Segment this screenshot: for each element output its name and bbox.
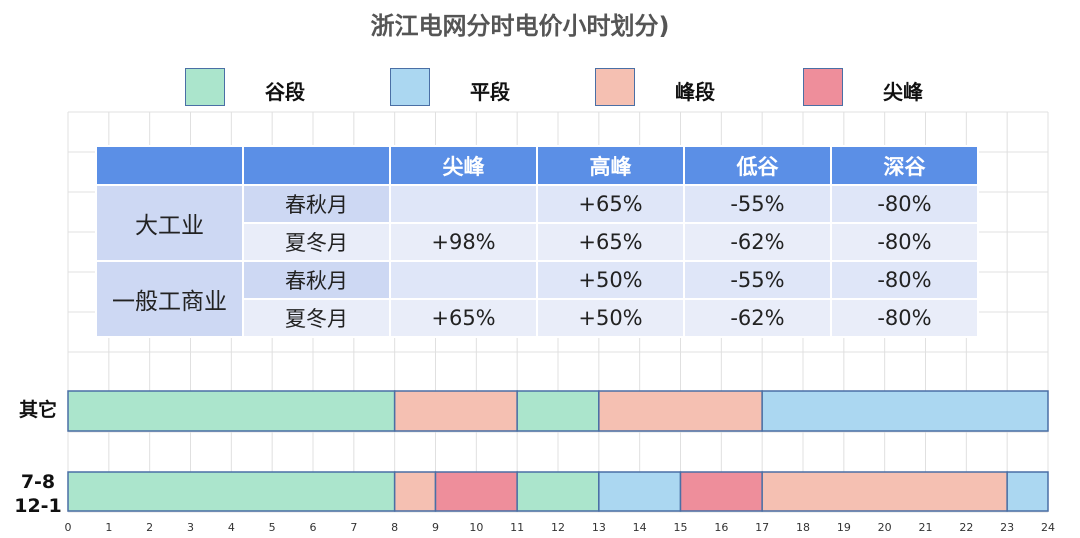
season-cell: 夏冬月 [242, 222, 391, 262]
timeline-segment-sharp [434, 471, 518, 512]
value-cell: -80% [830, 222, 979, 262]
x-tick-label: 16 [714, 521, 728, 534]
x-tick-label: 4 [228, 521, 235, 534]
value-cell: -55% [683, 184, 832, 224]
timeline-segment-flat [598, 471, 682, 512]
value-cell [389, 184, 538, 224]
category-cell: 一般工商业 [95, 260, 244, 338]
legend-label-peak: 峰段 [675, 80, 715, 104]
table-row: 夏冬月 +65% +50% -62% -80% [96, 298, 979, 338]
rate-table: 尖峰 高峰 低谷 深谷 大工业 春秋月 +65% -55% -80% 夏冬月 +… [95, 145, 979, 338]
season-cell: 春秋月 [242, 260, 391, 300]
x-tick-label: 11 [510, 521, 524, 534]
value-cell: -62% [683, 222, 832, 262]
x-tick-label: 22 [959, 521, 973, 534]
x-tick-label: 19 [837, 521, 851, 534]
table-row: 一般工商业 春秋月 +50% -55% -80% [95, 260, 979, 338]
table-header-sharp: 尖峰 [389, 145, 538, 186]
value-cell: -55% [683, 260, 832, 300]
value-cell: -80% [830, 260, 979, 300]
x-tick-label: 23 [1000, 521, 1014, 534]
value-cell: +65% [536, 222, 685, 262]
ticks-layer: 0 1 2 3 4 5 6 7 8 9 10 11 12 13 14 15 16 17 18 19 20 21 22 23 24 [65, 521, 1056, 534]
timeline-segment-sharp [679, 471, 763, 512]
x-tick-label: 2 [146, 521, 153, 534]
table-row: 夏冬月 +98% +65% -62% -80% [96, 222, 979, 262]
category-cell: 大工业 [95, 184, 244, 262]
timeline-segment-peak [761, 471, 1008, 512]
row-label-other: 其它 [18, 399, 57, 421]
season-cell: 春秋月 [242, 184, 391, 224]
timeline-segment-valley [67, 390, 396, 432]
legend-swatch-valley [185, 68, 225, 106]
table-header-deep: 深谷 [830, 145, 979, 186]
x-tick-label: 12 [551, 521, 565, 534]
x-tick-label: 0 [65, 521, 72, 534]
x-tick-label: 13 [592, 521, 606, 534]
legend-swatch-sharp [803, 68, 843, 106]
table-header-row: 尖峰 高峰 低谷 深谷 [95, 145, 979, 186]
x-tick-label: 18 [796, 521, 810, 534]
x-tick-label: 10 [469, 521, 483, 534]
legend-swatch-flat [390, 68, 430, 106]
x-tick-label: 21 [919, 521, 933, 534]
legend-label-valley: 谷段 [265, 80, 305, 104]
chart-title: 浙江电网分时电价小时划分) [370, 12, 670, 40]
value-cell: +50% [536, 298, 685, 338]
timeline-segment-peak [393, 471, 437, 512]
x-tick-label: 24 [1041, 521, 1055, 534]
legend-swatch-peak [595, 68, 635, 106]
table-header-low: 低谷 [683, 145, 832, 186]
table-header-cell [95, 145, 244, 186]
x-tick-label: 17 [755, 521, 769, 534]
x-tick-label: 8 [391, 521, 398, 534]
value-cell: +50% [536, 260, 685, 300]
timeline-segment-peak [598, 390, 763, 432]
x-tick-label: 7 [350, 521, 357, 534]
value-cell: +65% [536, 184, 685, 224]
legend-label-flat: 平段 [470, 80, 510, 104]
legend-label-sharp: 尖峰 [883, 80, 923, 104]
timeline-segment-valley [516, 471, 600, 512]
timeline-segment-flat [1006, 471, 1049, 512]
x-tick-label: 9 [432, 521, 439, 534]
x-tick-label: 1 [105, 521, 112, 534]
value-cell: -80% [830, 298, 979, 338]
x-tick-label: 3 [187, 521, 194, 534]
timeline-segment-valley [67, 471, 396, 512]
x-tick-label: 20 [878, 521, 892, 534]
value-cell: -62% [683, 298, 832, 338]
table-header-cell [242, 145, 391, 186]
value-cell: -80% [830, 184, 979, 224]
row-label-summer-winter: 7-8 12-1 [14, 471, 62, 517]
x-tick-label: 15 [674, 521, 688, 534]
bars-layer [67, 390, 1049, 512]
value-cell: +98% [389, 222, 538, 262]
table-header-high: 高峰 [536, 145, 685, 186]
x-tick-label: 5 [269, 521, 276, 534]
timeline-segment-valley [516, 390, 600, 432]
table-row: 大工业 春秋月 +65% -55% -80% [95, 184, 979, 262]
x-tick-label: 6 [310, 521, 317, 534]
value-cell: +65% [389, 298, 538, 338]
value-cell [389, 260, 538, 300]
season-cell: 夏冬月 [242, 298, 391, 338]
timeline-segment-flat [761, 390, 1049, 432]
timeline-segment-peak [393, 390, 518, 432]
x-tick-label: 14 [633, 521, 647, 534]
